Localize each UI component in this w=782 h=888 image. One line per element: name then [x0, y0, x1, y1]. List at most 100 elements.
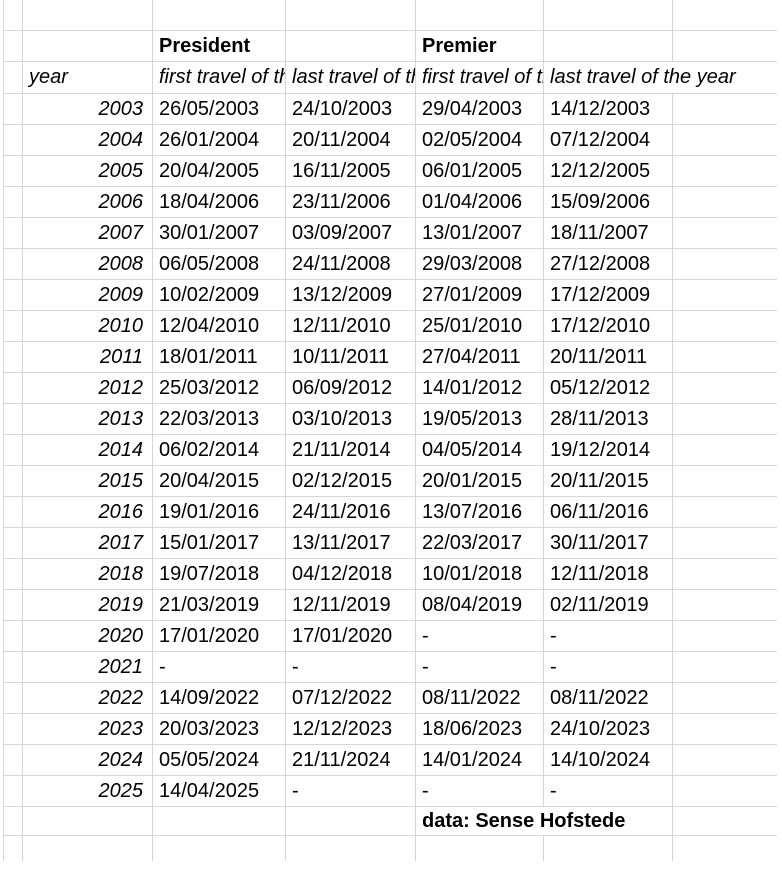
premier-last-travel-cell[interactable]: 20/11/2011 — [543, 341, 673, 373]
premier-last-travel-cell[interactable]: - — [543, 775, 673, 807]
premier-first-travel-cell[interactable]: - — [415, 775, 544, 807]
premier-first-travel-cell[interactable]: 13/01/2007 — [415, 217, 544, 249]
year-cell[interactable]: 2009 — [22, 279, 153, 311]
president-last-travel-cell[interactable]: 03/10/2013 — [285, 403, 416, 435]
cell[interactable] — [3, 217, 23, 249]
cell[interactable] — [3, 465, 23, 497]
cell[interactable] — [3, 775, 23, 807]
year-cell[interactable]: 2007 — [22, 217, 153, 249]
premier-first-travel-cell[interactable]: - — [415, 620, 544, 652]
cell[interactable] — [3, 155, 23, 187]
cell[interactable] — [285, 835, 416, 861]
year-cell[interactable]: 2022 — [22, 682, 153, 714]
premier-last-travel-cell[interactable]: 12/11/2018 — [543, 558, 673, 590]
year-cell[interactable]: 2025 — [22, 775, 153, 807]
cell[interactable] — [3, 620, 23, 652]
president-first-travel-cell[interactable]: 30/01/2007 — [152, 217, 286, 249]
president-last-travel-cell[interactable]: 21/11/2014 — [285, 434, 416, 466]
premier-first-travel-cell[interactable]: 20/01/2015 — [415, 465, 544, 497]
president-first-travel-cell[interactable]: 17/01/2020 — [152, 620, 286, 652]
president-last-travel-cell[interactable]: 21/11/2024 — [285, 744, 416, 776]
year-cell[interactable]: 2014 — [22, 434, 153, 466]
premier-last-travel-cell[interactable]: 05/12/2012 — [543, 372, 673, 404]
president-last-travel-cell[interactable]: 24/10/2003 — [285, 93, 416, 125]
premier-last-travel-cell[interactable]: 24/10/2023 — [543, 713, 673, 745]
premier-first-travel-cell[interactable]: 22/03/2017 — [415, 527, 544, 559]
cell[interactable] — [673, 835, 777, 861]
year-cell[interactable]: 2019 — [22, 589, 153, 621]
cell[interactable] — [3, 434, 23, 466]
cell[interactable] — [672, 651, 777, 683]
cell[interactable] — [672, 496, 777, 528]
president-last-travel-header[interactable]: last travel of the year — [285, 61, 416, 94]
premier-last-travel-cell[interactable]: 18/11/2007 — [543, 217, 673, 249]
president-last-travel-cell[interactable]: 24/11/2008 — [285, 248, 416, 280]
cell[interactable] — [672, 93, 777, 125]
cell[interactable] — [152, 0, 286, 31]
premier-last-travel-cell[interactable]: 12/12/2005 — [543, 155, 673, 187]
cell[interactable] — [672, 279, 777, 311]
premier-last-travel-cell[interactable]: 15/09/2006 — [543, 186, 673, 218]
president-first-travel-cell[interactable]: 22/03/2013 — [152, 403, 286, 435]
premier-first-travel-cell[interactable]: 29/04/2003 — [415, 93, 544, 125]
cell[interactable] — [672, 217, 777, 249]
year-cell[interactable]: 2017 — [22, 527, 153, 559]
cell[interactable] — [543, 0, 673, 31]
year-cell[interactable]: 2003 — [22, 93, 153, 125]
cell[interactable] — [672, 620, 777, 652]
president-first-travel-cell[interactable]: 12/04/2010 — [152, 310, 286, 342]
cell[interactable] — [152, 806, 286, 836]
president-last-travel-cell[interactable]: - — [285, 775, 416, 807]
premier-first-travel-cell[interactable]: 29/03/2008 — [415, 248, 544, 280]
cell[interactable] — [3, 372, 23, 404]
cell[interactable] — [543, 835, 673, 861]
president-last-travel-cell[interactable]: 20/11/2004 — [285, 124, 416, 156]
cell[interactable] — [3, 558, 23, 590]
premier-first-travel-cell[interactable]: 14/01/2024 — [415, 744, 544, 776]
president-first-travel-cell[interactable]: 15/01/2017 — [152, 527, 286, 559]
premier-first-travel-cell[interactable]: 04/05/2014 — [415, 434, 544, 466]
premier-last-travel-cell[interactable]: 30/11/2017 — [543, 527, 673, 559]
premier-first-travel-cell[interactable]: 10/01/2018 — [415, 558, 544, 590]
president-first-travel-cell[interactable]: - — [152, 651, 286, 683]
president-first-travel-cell[interactable]: 14/04/2025 — [152, 775, 286, 807]
cell[interactable] — [3, 744, 23, 776]
cell[interactable] — [285, 806, 416, 836]
premier-first-travel-header[interactable]: first travel of the year — [415, 61, 544, 94]
cell[interactable] — [22, 0, 153, 31]
year-cell[interactable]: 2018 — [22, 558, 153, 590]
president-last-travel-cell[interactable]: 12/11/2019 — [285, 589, 416, 621]
cell[interactable] — [415, 0, 544, 31]
cell[interactable] — [672, 248, 777, 280]
cell[interactable] — [3, 527, 23, 559]
cell[interactable] — [672, 341, 777, 373]
year-cell[interactable]: 2015 — [22, 465, 153, 497]
premier-last-travel-cell[interactable]: 02/11/2019 — [543, 589, 673, 621]
president-last-travel-cell[interactable]: 02/12/2015 — [285, 465, 416, 497]
president-first-travel-cell[interactable]: 14/09/2022 — [152, 682, 286, 714]
president-group-header[interactable]: President — [152, 30, 286, 62]
cell[interactable] — [3, 651, 23, 683]
premier-first-travel-cell[interactable]: 27/01/2009 — [415, 279, 544, 311]
year-cell[interactable]: 2010 — [22, 310, 153, 342]
president-first-travel-cell[interactable]: 18/04/2006 — [152, 186, 286, 218]
year-cell[interactable]: 2012 — [22, 372, 153, 404]
year-cell[interactable]: 2005 — [22, 155, 153, 187]
cell[interactable] — [3, 30, 23, 62]
premier-first-travel-cell[interactable]: 14/01/2012 — [415, 372, 544, 404]
premier-first-travel-cell[interactable]: 19/05/2013 — [415, 403, 544, 435]
president-last-travel-cell[interactable]: 13/11/2017 — [285, 527, 416, 559]
data-source-note[interactable]: data: Sense Hofstede — [415, 806, 673, 836]
premier-first-travel-cell[interactable]: 02/05/2004 — [415, 124, 544, 156]
president-last-travel-cell[interactable]: 06/09/2012 — [285, 372, 416, 404]
premier-first-travel-cell[interactable]: 06/01/2005 — [415, 155, 544, 187]
premier-first-travel-cell[interactable]: 08/04/2019 — [415, 589, 544, 621]
president-first-travel-cell[interactable]: 20/04/2005 — [152, 155, 286, 187]
cell[interactable] — [672, 372, 777, 404]
cell[interactable] — [3, 61, 23, 94]
cell[interactable] — [3, 124, 23, 156]
president-last-travel-cell[interactable]: 12/11/2010 — [285, 310, 416, 342]
premier-last-travel-cell[interactable]: - — [543, 620, 673, 652]
cell[interactable] — [672, 124, 777, 156]
year-cell[interactable]: 2004 — [22, 124, 153, 156]
